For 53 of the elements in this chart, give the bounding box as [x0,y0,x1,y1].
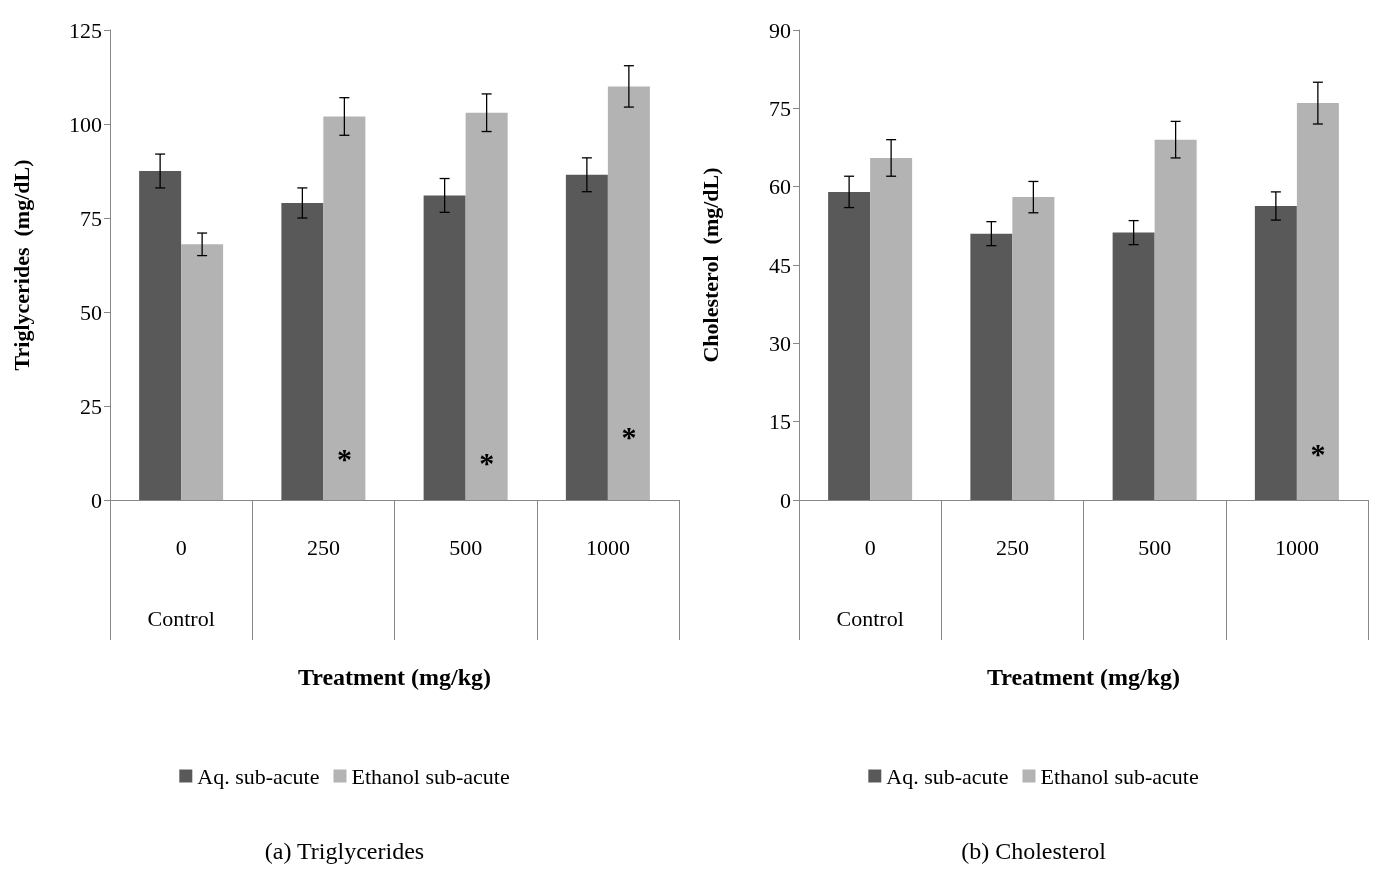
y-tick-label: 30 [769,330,791,356]
bar [323,116,366,500]
text: (b) Cholesterol [961,838,1107,864]
y-tick-label: 90 [769,17,791,43]
y-tick-label: 0 [780,487,791,513]
bar [139,171,182,500]
x-tick-label: 0 [864,534,876,560]
x-tick-label: 0 [175,534,187,560]
y-tick-label: 15 [769,409,791,435]
x-tick-label: 1000 [585,534,630,560]
annotation: * [621,419,637,453]
bar [1154,139,1197,500]
text: (a) Triglycerides [264,838,425,864]
legend-label: Aq. sub-acute [886,763,1009,789]
bar [1012,197,1055,500]
y-tick-label: 45 [769,252,791,278]
bar [1112,232,1155,500]
bar [870,157,913,500]
y-axis-title: Cholesterol (mg/dL) [697,167,723,363]
bar [423,195,466,500]
y-tick-label: 25 [80,393,102,419]
annotation: * [336,442,352,476]
text: Control [836,605,904,631]
bar [1254,205,1297,500]
legend-label: Ethanol sub-acute [1040,763,1199,789]
y-tick-label: 75 [769,95,791,121]
legend-label: Aq. sub-acute [197,763,320,789]
x-tick-label: 500 [1138,534,1172,560]
y-tick-label: 60 [769,174,791,200]
x-tick-label: 1000 [1274,534,1319,560]
y-tick-label: 75 [80,205,102,231]
bar [970,233,1013,500]
y-tick-label: 0 [91,487,102,513]
x-axis-title: Treatment (mg/kg) [297,664,492,690]
bar [465,112,508,500]
y-axis-title: Triglycerides (mg/dL) [8,159,34,371]
x-axis-title: Treatment (mg/kg) [986,664,1181,690]
annotation: * [1310,436,1326,470]
x-tick-label: 250 [995,534,1029,560]
bar [281,202,324,500]
annotation: * [479,445,495,479]
y-tick-label: 125 [69,17,102,43]
bar [607,86,650,500]
bar [181,244,224,500]
x-tick-label: 500 [449,534,483,560]
y-tick-label: 50 [80,299,102,325]
bar [1296,103,1339,500]
legend-label: Ethanol sub-acute [351,763,510,789]
x-tick-label: 250 [306,534,340,560]
bar [565,174,608,500]
text: Control [147,605,215,631]
y-tick-label: 100 [69,111,102,137]
bar [828,191,871,500]
